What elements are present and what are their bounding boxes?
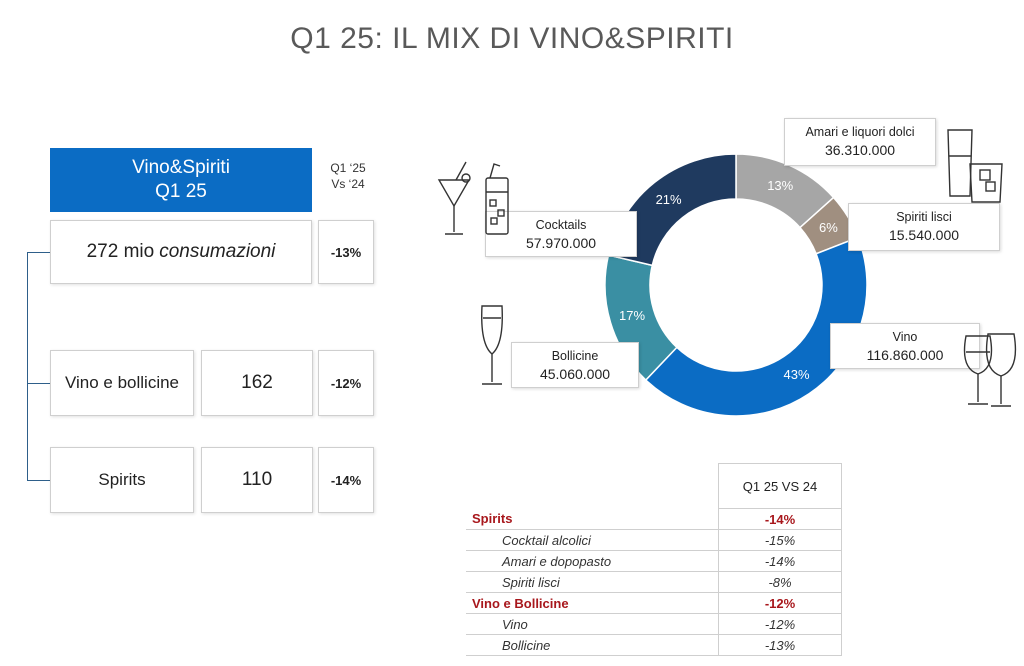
donut-pct-label: 17% xyxy=(619,308,645,323)
table-row: Amari e dopopasto -14% xyxy=(466,550,842,572)
table-header-row: Q1 25 VS 24 xyxy=(466,463,842,509)
cocktail-glasses-icon xyxy=(437,161,509,235)
table-cell-label: Spiriti lisci xyxy=(466,571,719,593)
row-label-box: Spirits xyxy=(50,447,194,513)
callout-cocktails-value: 57.970.000 xyxy=(525,235,597,251)
tree-connector-top xyxy=(27,252,50,253)
change-header-line1: Q1 ‘25 xyxy=(330,161,366,175)
row-change-box: -12% xyxy=(318,350,374,416)
tree-connector-mid xyxy=(27,383,50,384)
change-header-line2: Vs ‘24 xyxy=(331,177,365,191)
table-cell-label: Vino xyxy=(466,613,719,635)
total-change-box: -13% xyxy=(318,220,374,284)
row-value-box: 110 xyxy=(201,447,313,513)
donut-pct-label: 43% xyxy=(784,367,810,382)
callout-vino-value: 116.860.000 xyxy=(866,347,944,363)
callout-bollicine-value: 45.060.000 xyxy=(539,366,611,382)
callout-spiriti-lisci: Spiriti lisci 15.540.000 xyxy=(848,203,1000,251)
table-cell-label: Vino e Bollicine xyxy=(466,592,719,614)
table-cell-value: -14% xyxy=(718,508,842,530)
callout-spiriti-value: 15.540.000 xyxy=(888,227,960,243)
summary-header: Vino&Spiriti Q1 25 xyxy=(50,148,312,212)
donut-pct-label: 13% xyxy=(767,178,793,193)
row-change-box: -14% xyxy=(318,447,374,513)
table-cell-value: -12% xyxy=(718,592,842,614)
callout-vino-name: Vino xyxy=(892,330,918,344)
table-cell-value: -13% xyxy=(718,634,842,656)
table-row: Spiriti lisci -8% xyxy=(466,571,842,593)
callout-amari: Amari e liquori dolci 36.310.000 xyxy=(784,118,936,166)
table-cell-label: Spirits xyxy=(466,508,719,530)
donut-pct-label: 6% xyxy=(819,220,838,235)
table-row: Spirits -14% xyxy=(466,508,842,530)
callout-vino: Vino 116.860.000 xyxy=(830,323,980,369)
table-row: Vino -12% xyxy=(466,613,842,635)
table-row: Vino e Bollicine -12% xyxy=(466,592,842,614)
page-title: Q1 25: IL MIX DI VINO&SPIRITI xyxy=(290,22,734,55)
callout-amari-value: 36.310.000 xyxy=(824,142,896,158)
callout-bollicine: Bollicine 45.060.000 xyxy=(511,342,639,388)
liquor-glasses-icon xyxy=(947,129,1003,203)
table-col-header: Q1 25 VS 24 xyxy=(718,463,842,509)
table-cell-value: -8% xyxy=(718,571,842,593)
row-value-box: 162 xyxy=(201,350,313,416)
table-row: Bollicine -13% xyxy=(466,634,842,656)
change-column-header: Q1 ‘25 Vs ‘24 xyxy=(318,160,378,192)
tree-connector-bottom xyxy=(27,480,50,481)
callout-amari-name: Amari e liquori dolci xyxy=(805,125,915,139)
donut-pct-label: 21% xyxy=(656,192,682,207)
table-cell-label: Cocktail alcolici xyxy=(466,529,719,551)
table-cell-value: -15% xyxy=(718,529,842,551)
wine-glasses-icon xyxy=(963,333,1017,407)
callout-cocktails: Cocktails 57.970.000 xyxy=(485,211,637,257)
summary-header-line2: Q1 25 xyxy=(155,181,207,202)
donut-slice-cocktails xyxy=(607,153,737,267)
table-cell-value: -12% xyxy=(718,613,842,635)
callout-spiriti-name: Spiriti lisci xyxy=(896,210,952,224)
change-table: Q1 25 VS 24 Spirits -14% Cocktail alcoli… xyxy=(466,463,842,656)
callout-bollicine-name: Bollicine xyxy=(551,349,599,363)
table-cell-label: Bollicine xyxy=(466,634,719,656)
callout-cocktails-name: Cocktails xyxy=(535,218,587,232)
total-unit: consumazioni xyxy=(159,241,276,262)
total-number: 272 mio xyxy=(86,241,155,262)
summary-header-line1: Vino&Spiriti xyxy=(132,157,230,178)
table-row: Cocktail alcolici -15% xyxy=(466,529,842,551)
champagne-flute-icon xyxy=(481,305,503,385)
row-label-box: Vino e bollicine xyxy=(50,350,194,416)
table-cell-value: -14% xyxy=(718,550,842,572)
total-consumption-box: 272 mio consumazioni xyxy=(50,220,312,284)
table-cell-label: Amari e dopopasto xyxy=(466,550,719,572)
tree-connector-vertical xyxy=(27,252,28,480)
